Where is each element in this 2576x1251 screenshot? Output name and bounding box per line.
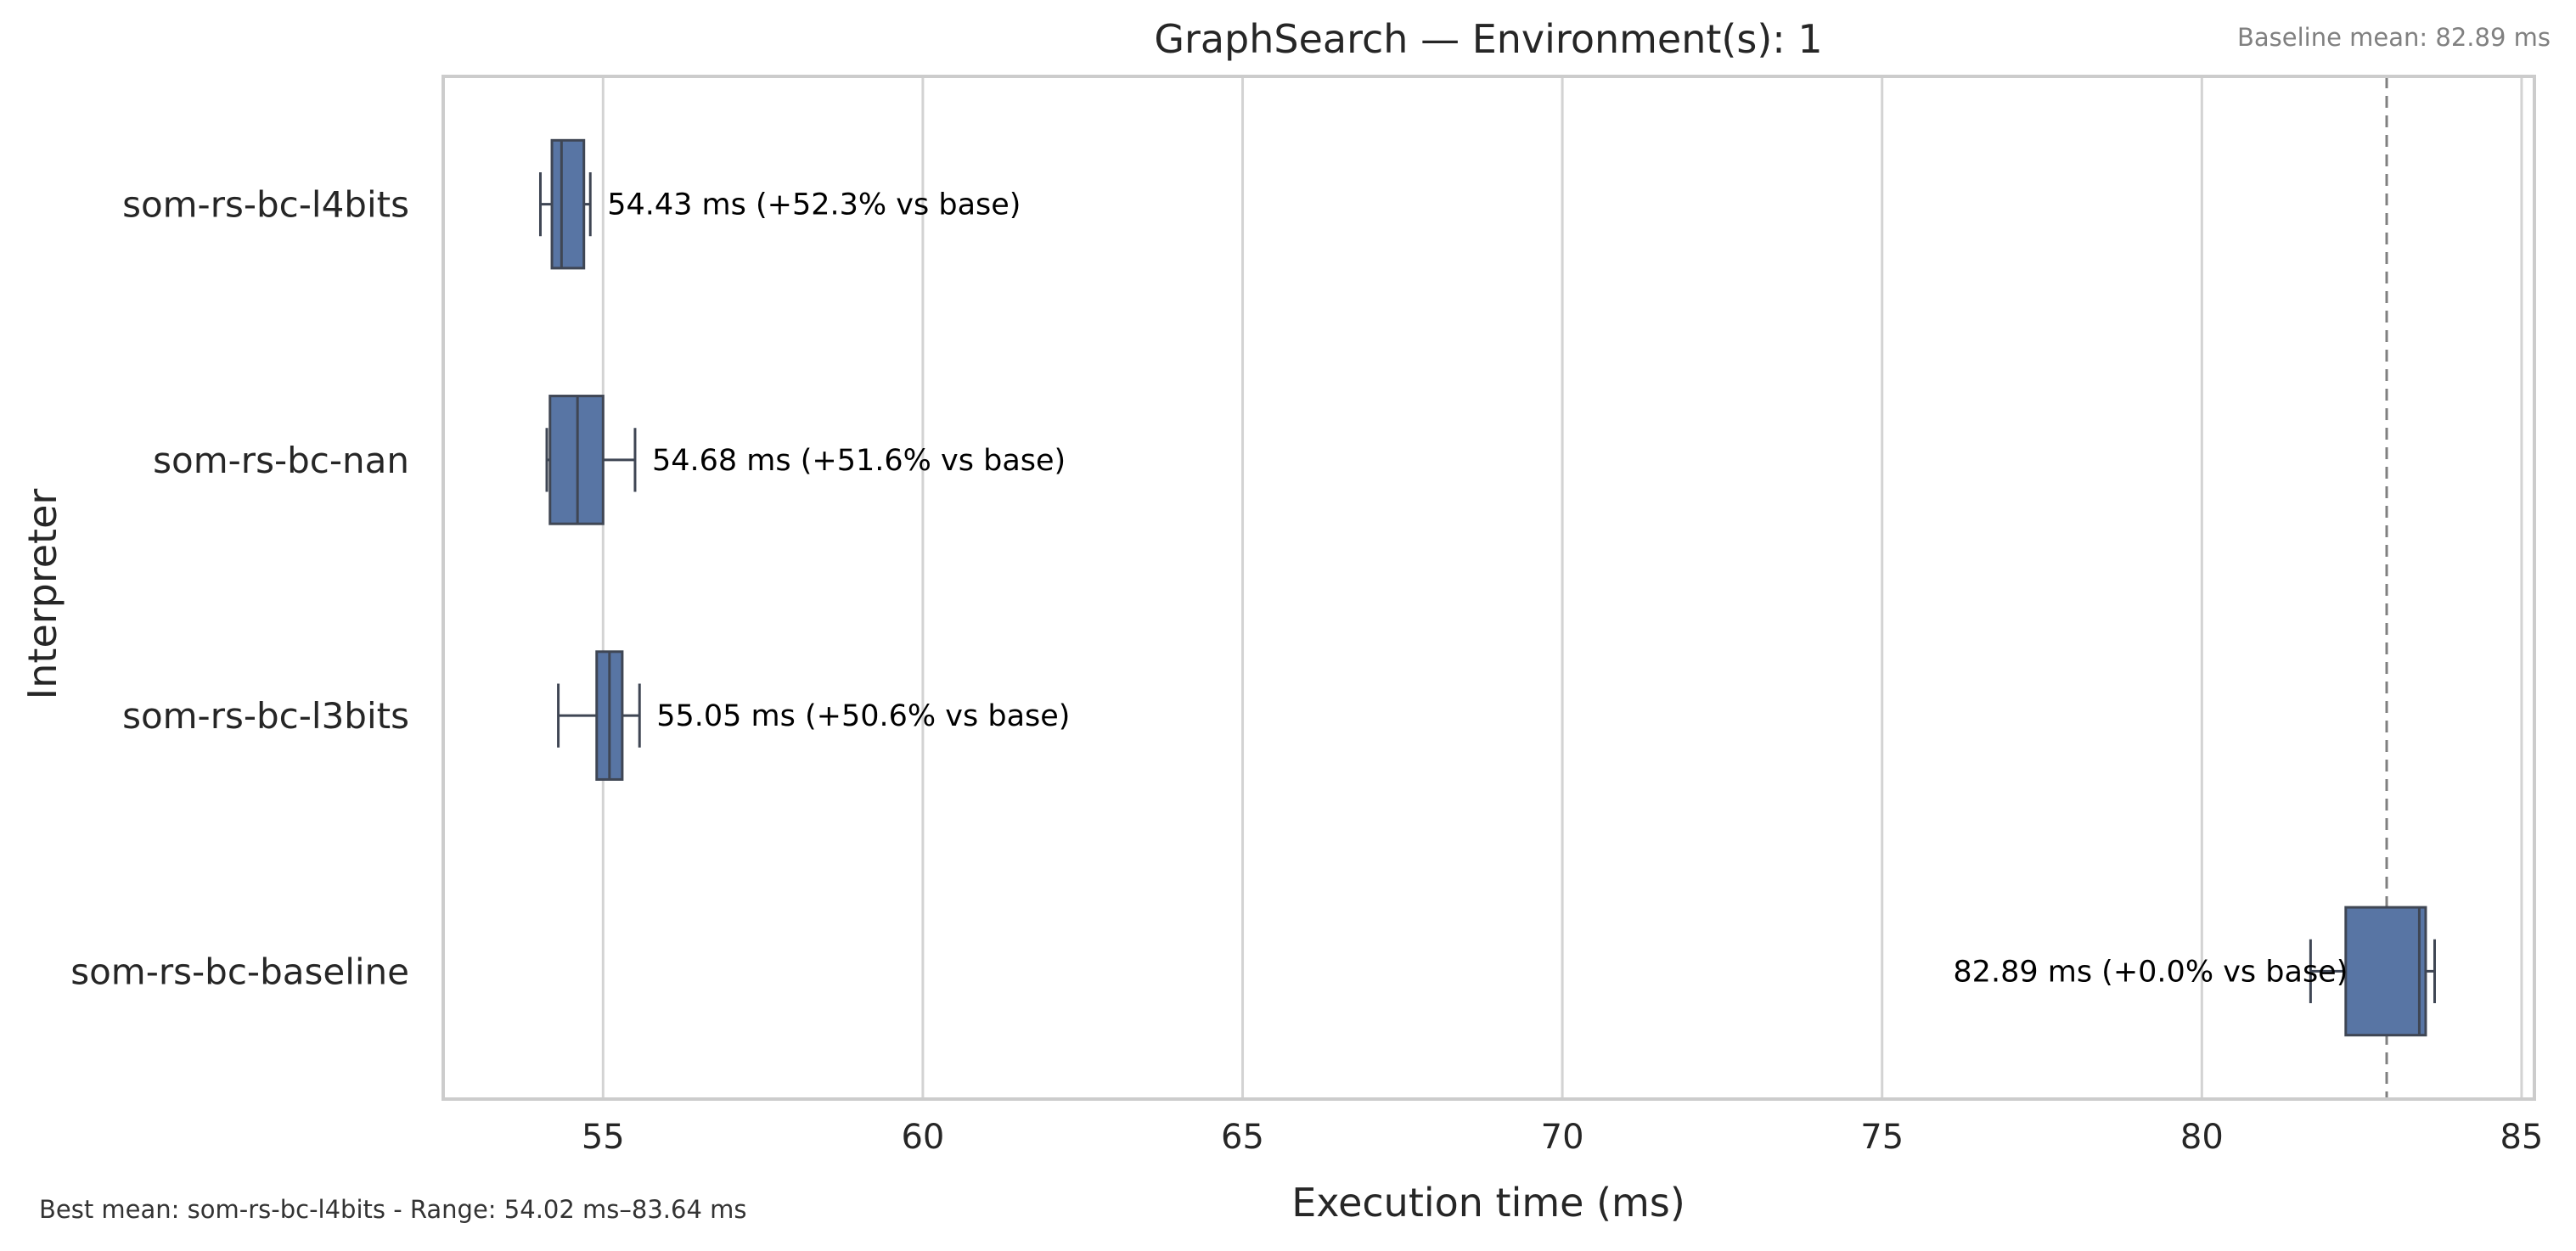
data-labels: 54.43 ms (+52.3% vs base) 54.68 ms (+51.6… [607,188,2348,990]
y-axis-label: Interpreter [20,489,65,700]
box-som-rs-bc-l4bits [538,138,592,270]
footnote: Best mean: som-rs-bc-l4bits - Range: 54.… [39,1195,747,1224]
box-som-rs-bc-l3bits [557,650,641,781]
x-tick-label: 75 [1860,1118,1904,1157]
data-label: 54.43 ms (+52.3% vs base) [607,188,1021,222]
data-label: 55.05 ms (+50.6% vs base) [656,699,1070,733]
box-som-rs-bc-baseline [2309,906,2436,1037]
grid-lines [601,76,2523,1099]
x-tick-labels: 55 60 65 70 75 80 85 [582,1118,2544,1157]
category-label: som-rs-bc-baseline [70,951,409,992]
box-som-rs-bc-nan [545,395,637,525]
box-iqr [550,138,586,270]
x-tick-label: 80 [2180,1118,2224,1157]
x-tick-label: 70 [1541,1118,1584,1157]
baseline-note: Baseline mean: 82.89 ms [2237,23,2551,52]
category-label: som-rs-bc-nan [153,440,409,481]
box-iqr [2344,906,2427,1037]
x-tick-label: 85 [2500,1118,2543,1157]
data-label: 54.68 ms (+51.6% vs base) [652,444,1066,478]
x-axis-label: Execution time (ms) [1291,1180,1685,1226]
x-tick-label: 60 [901,1118,944,1157]
chart-title: GraphSearch — Environment(s): 1 [1154,16,1822,62]
boxes [538,138,2436,1037]
category-label: som-rs-bc-l4bits [122,184,409,226]
plot-frame [442,75,2536,1101]
category-labels: som-rs-bc-l4bits som-rs-bc-nan som-rs-bc-l… [70,184,409,993]
x-tick-label: 65 [1221,1118,1264,1157]
category-label: som-rs-bc-l3bits [122,695,409,737]
x-tick-label: 55 [582,1118,625,1157]
data-label: 82.89 ms (+0.0% vs base) [1953,955,2348,989]
